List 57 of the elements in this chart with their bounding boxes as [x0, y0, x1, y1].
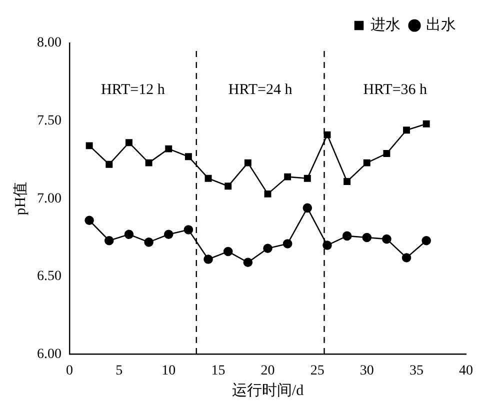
point	[106, 160, 113, 168]
y-tick-label: 6.00	[37, 346, 62, 362]
point	[362, 232, 372, 242]
x-tick-label: 0	[66, 363, 73, 378]
point	[224, 182, 232, 190]
annotation: HRT=12 h	[101, 82, 166, 98]
point	[422, 236, 431, 246]
point	[164, 230, 174, 240]
point	[383, 150, 390, 157]
annotation: HRT=24 h	[228, 82, 293, 98]
point	[204, 254, 213, 264]
x-tick-label: 35	[409, 363, 424, 378]
x-tick-label: 40	[459, 363, 473, 378]
point	[304, 174, 311, 182]
annotation: HRT=36 h	[363, 82, 428, 98]
point	[284, 173, 292, 180]
y-axis-title: pH值	[12, 182, 29, 216]
point	[282, 239, 292, 248]
point	[104, 236, 114, 246]
point	[125, 139, 132, 146]
point	[402, 253, 412, 262]
point	[145, 159, 152, 166]
x-tick-label: 30	[360, 363, 374, 378]
point	[165, 145, 172, 152]
y-tick-label: 6.50	[37, 269, 62, 284]
point	[263, 244, 272, 254]
x-tick-label: 25	[310, 363, 324, 378]
point	[422, 120, 430, 128]
point	[403, 126, 410, 134]
point	[244, 159, 252, 166]
point	[243, 258, 253, 268]
x-tick-label: 5	[116, 363, 123, 378]
point	[363, 159, 370, 166]
point	[344, 178, 351, 185]
legend-label: 进水	[370, 16, 400, 34]
point	[342, 231, 352, 241]
point	[144, 238, 154, 247]
x-axis-title: 运行时间/d	[232, 382, 304, 399]
point	[302, 203, 312, 213]
legend-label: 出水	[426, 16, 456, 34]
point	[322, 240, 332, 250]
x-tick-label: 10	[162, 363, 176, 378]
point	[264, 190, 272, 198]
point	[84, 216, 94, 226]
point	[382, 234, 392, 244]
x-tick-label: 15	[211, 363, 226, 378]
point	[184, 225, 194, 234]
y-tick-label: 7.00	[37, 191, 62, 206]
y-tick-label: 8.00	[37, 36, 62, 51]
point	[124, 230, 134, 240]
point	[184, 153, 192, 160]
x-tick-label: 20	[260, 363, 275, 378]
point	[223, 246, 233, 256]
point	[324, 131, 331, 138]
point	[86, 142, 93, 150]
y-tick-label: 7.50	[37, 113, 62, 128]
point	[204, 174, 212, 182]
